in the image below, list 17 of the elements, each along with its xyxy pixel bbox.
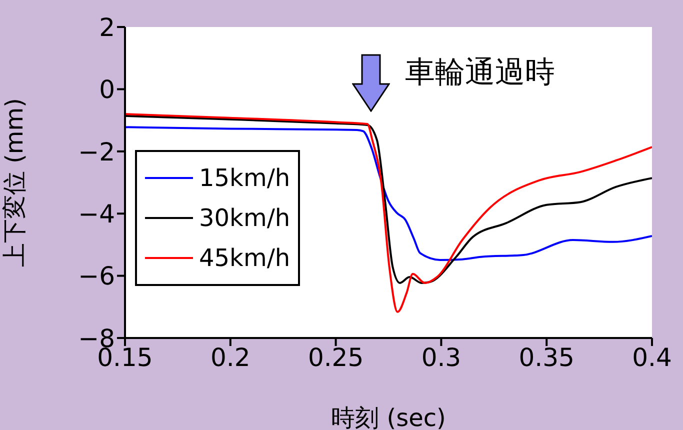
x-axis-title: 時刻 (sec)	[331, 404, 446, 430]
line-series	[125, 113, 652, 313]
legend-label: 15km/h	[199, 164, 290, 192]
annotation: 車輪通過時	[405, 54, 555, 92]
x-tick-label: 0.2	[210, 342, 250, 372]
x-tick-label: 0.35	[518, 342, 574, 372]
legend-label: 30km/h	[199, 204, 290, 232]
y-axis-title: 上下変位 (mm)	[0, 98, 29, 268]
y-tick-label: 2	[99, 12, 115, 42]
x-tick-label: 0.4	[632, 342, 672, 372]
y-tick-label: −6	[78, 262, 115, 291]
y-tick-label: −4	[78, 199, 115, 228]
y-tick-label: −2	[78, 137, 115, 166]
y-tick-label: 0	[99, 75, 115, 104]
legend-label: 45km/h	[199, 244, 290, 272]
x-tick-label: 0.3	[421, 342, 462, 372]
x-tick-label: 0.25	[308, 342, 364, 372]
